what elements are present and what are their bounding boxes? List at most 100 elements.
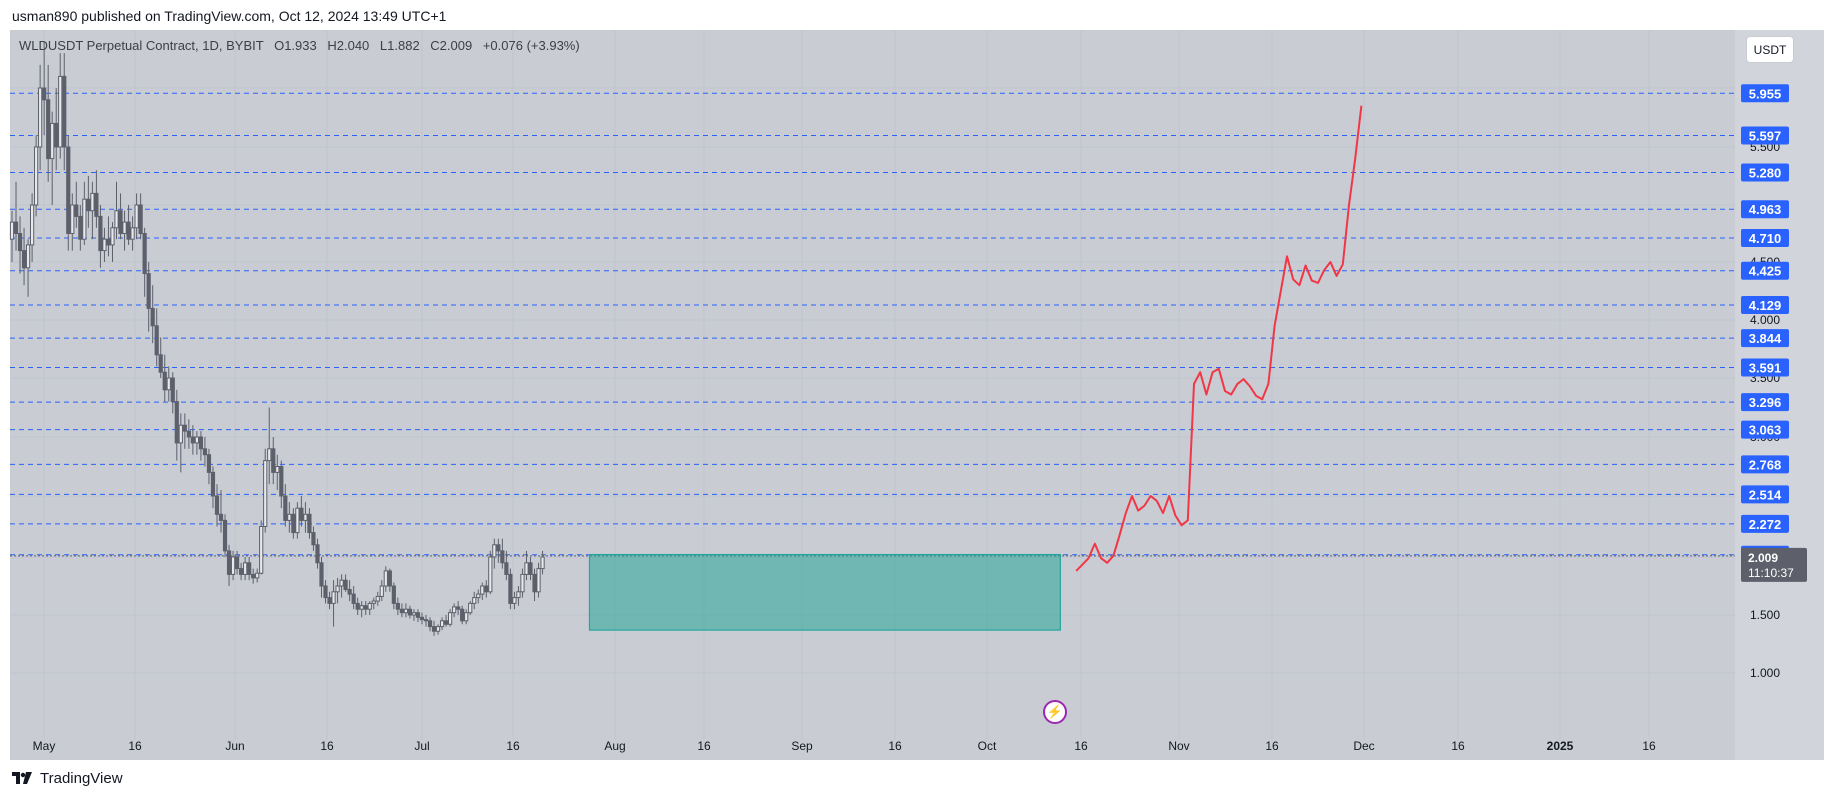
level-badge <box>1741 126 1789 145</box>
level-badge <box>1741 329 1789 348</box>
candle-body <box>427 620 433 628</box>
tradingview-logo-icon <box>12 771 34 787</box>
candle-body <box>279 466 284 497</box>
time-tick-label: May <box>33 739 56 753</box>
level-badge <box>1741 358 1789 377</box>
candle-body <box>367 602 372 610</box>
level-badge-label: 5.955 <box>1749 86 1782 101</box>
current-price-countdown: 11:10:37 <box>1748 566 1794 580</box>
time-tick-label: 16 <box>128 739 142 753</box>
time-tick-label: 2025 <box>1547 739 1574 753</box>
candle-body <box>267 448 272 462</box>
candle-body <box>150 307 155 327</box>
candle-body <box>146 273 151 309</box>
candle-body <box>82 198 87 240</box>
candle-body <box>21 250 27 269</box>
range-zone-box <box>588 553 1061 631</box>
level-badge-label: 2.272 <box>1749 517 1782 532</box>
level-badge <box>1741 393 1789 412</box>
candle-body <box>331 591 336 604</box>
candle-body <box>239 568 244 575</box>
price-chart[interactable]: 1.0001.5002.0003.0003.5004.0004.5005.500… <box>0 0 1824 760</box>
time-tick-label: 16 <box>1451 739 1465 753</box>
candle-body <box>295 507 300 534</box>
ohlc-high: H2.040 <box>327 38 370 53</box>
candle-body <box>110 227 115 246</box>
time-tick-label: 16 <box>320 739 334 753</box>
candle-body <box>351 593 356 604</box>
price-tick-label: 1.000 <box>1750 666 1780 680</box>
flash-icon[interactable]: ⚡ <box>1043 700 1067 724</box>
candle-body <box>190 436 195 444</box>
candle-body <box>58 75 63 148</box>
candle-body <box>504 562 509 575</box>
candle-body <box>230 556 236 575</box>
candle-body <box>182 424 187 432</box>
candle-body <box>443 620 449 625</box>
candle-body <box>206 454 212 473</box>
candle-body <box>251 573 256 579</box>
candle-body <box>460 608 465 622</box>
candle-body <box>102 238 107 252</box>
level-badge <box>1741 229 1789 248</box>
candle-body <box>532 573 537 593</box>
candle-body <box>214 495 220 515</box>
time-tick-label: 16 <box>1642 739 1656 753</box>
candle-body <box>122 221 127 235</box>
candle-body <box>9 221 15 240</box>
candle-body <box>158 354 163 373</box>
candle-body <box>464 612 469 622</box>
candle-body <box>395 602 400 610</box>
level-badge-label: 3.296 <box>1749 395 1782 410</box>
level-badge-label: 5.280 <box>1749 166 1782 181</box>
candle-body <box>255 572 260 579</box>
candle-body <box>520 573 525 593</box>
time-tick-label: Dec <box>1353 739 1374 753</box>
symbol-legend: WLDUSDT Perpetual Contract, 1D, BYBIT O1… <box>19 38 580 53</box>
candle-body <box>299 507 304 521</box>
level-badge-label: 4.963 <box>1749 202 1782 217</box>
candles <box>9 41 545 636</box>
time-tick-label: 16 <box>888 739 902 753</box>
candle-body <box>335 585 340 593</box>
candle-body <box>359 605 364 610</box>
ohlc-low: L1.882 <box>379 38 420 53</box>
candle-body <box>500 550 505 564</box>
candle-body <box>194 436 199 444</box>
candle-body <box>287 513 292 521</box>
ohlc-close: C2.009 <box>430 38 473 53</box>
time-tick-label: 16 <box>697 739 711 753</box>
candle-body <box>415 612 421 618</box>
candle-body <box>74 204 79 217</box>
currency-button[interactable]: USDT <box>1746 36 1794 63</box>
candle-body <box>222 519 228 552</box>
candle-body <box>536 568 541 593</box>
current-price-badge <box>1741 547 1807 582</box>
level-badge-label: 4.129 <box>1749 298 1782 313</box>
candle-body <box>66 146 71 234</box>
candle-body <box>86 198 91 212</box>
candle-body <box>423 619 429 622</box>
publisher-line: usman890 published on TradingView.com, O… <box>12 8 447 24</box>
candle-body <box>275 466 280 473</box>
candle-body <box>375 595 380 602</box>
level-badge <box>1741 420 1789 439</box>
candle-body <box>170 377 175 403</box>
candle-body <box>456 606 461 610</box>
candle-body <box>435 626 441 632</box>
candle-body <box>202 448 208 456</box>
level-badge-label: 4.710 <box>1749 231 1782 246</box>
candle-body <box>323 585 328 599</box>
level-badge-label: 2.514 <box>1749 487 1782 502</box>
candle-body <box>403 608 409 614</box>
candle-body <box>448 612 453 625</box>
candle-body <box>54 122 59 148</box>
time-tick-label: 16 <box>1074 739 1088 753</box>
range-zone <box>588 553 1061 631</box>
level-badge <box>1741 455 1789 474</box>
candle-body <box>327 597 332 604</box>
candle-body <box>339 579 344 587</box>
candle-body <box>516 591 521 599</box>
tradingview-brand[interactable]: TradingView <box>12 770 123 787</box>
candle-body <box>419 616 425 621</box>
